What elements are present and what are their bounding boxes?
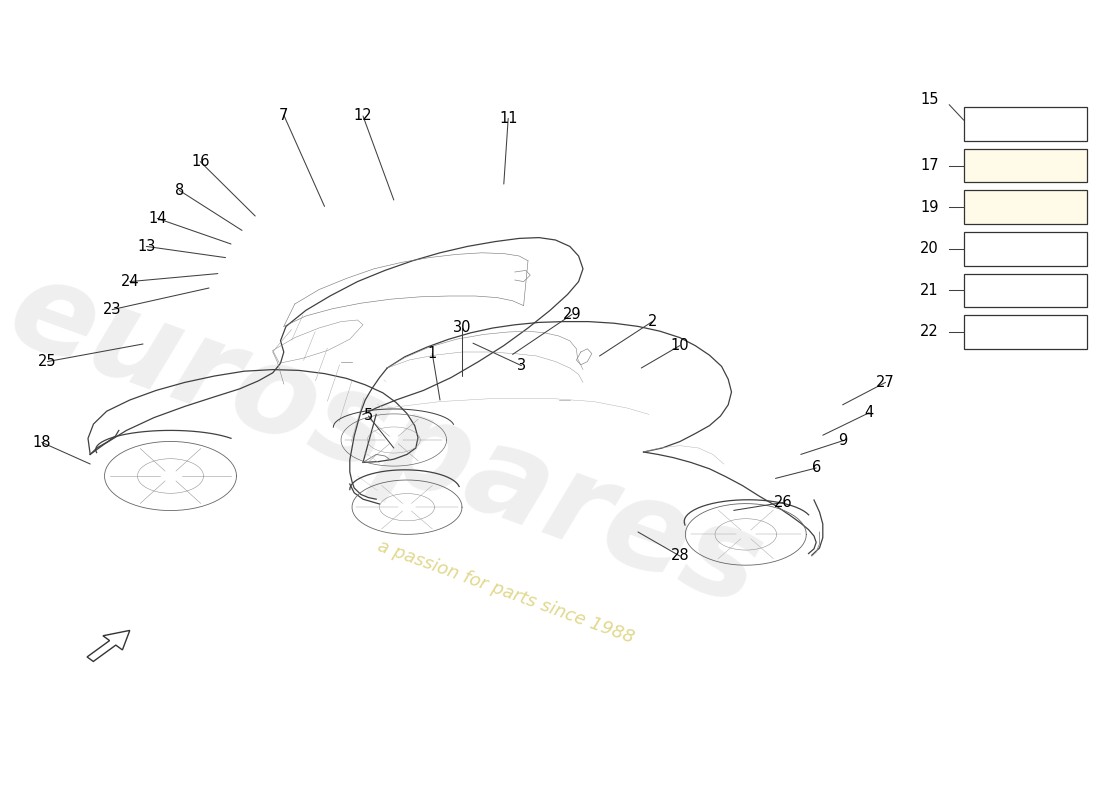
Bar	[964, 274, 1087, 307]
Text: 17: 17	[921, 158, 938, 173]
Text: 12: 12	[354, 109, 372, 123]
Text: 11: 11	[499, 111, 517, 126]
Bar	[964, 315, 1087, 349]
Text: 14: 14	[148, 211, 166, 226]
Text: 15: 15	[921, 93, 938, 107]
Text: 19: 19	[921, 200, 938, 214]
Text: 6: 6	[812, 461, 821, 475]
Text: 25: 25	[39, 354, 56, 369]
Text: 3: 3	[517, 358, 526, 373]
Text: 13: 13	[138, 239, 155, 254]
Text: 5: 5	[364, 409, 373, 423]
Text: 1: 1	[428, 346, 437, 361]
Text: 18: 18	[33, 435, 51, 450]
Text: 26: 26	[774, 495, 792, 510]
Text: 8: 8	[175, 183, 184, 198]
Text: 30: 30	[453, 321, 471, 335]
Bar	[964, 232, 1087, 266]
Text: 20: 20	[920, 242, 939, 256]
Text: 28: 28	[671, 549, 689, 563]
Text: 9: 9	[838, 434, 847, 448]
Bar	[964, 107, 1087, 141]
Text: 4: 4	[865, 406, 873, 420]
Text: 22: 22	[920, 325, 939, 339]
Text: 23: 23	[103, 302, 121, 317]
Text: 24: 24	[121, 274, 139, 289]
Text: 29: 29	[563, 307, 581, 322]
Text: a passion for parts since 1988: a passion for parts since 1988	[375, 537, 637, 647]
Text: 16: 16	[191, 154, 209, 169]
Bar	[964, 190, 1087, 224]
Text: 2: 2	[648, 314, 657, 329]
Text: eurospares: eurospares	[0, 248, 777, 632]
Text: 27: 27	[876, 375, 895, 390]
FancyArrow shape	[87, 630, 130, 662]
Text: 21: 21	[921, 283, 938, 298]
Bar	[964, 149, 1087, 182]
Text: 10: 10	[671, 338, 689, 353]
Text: 7: 7	[279, 108, 288, 122]
